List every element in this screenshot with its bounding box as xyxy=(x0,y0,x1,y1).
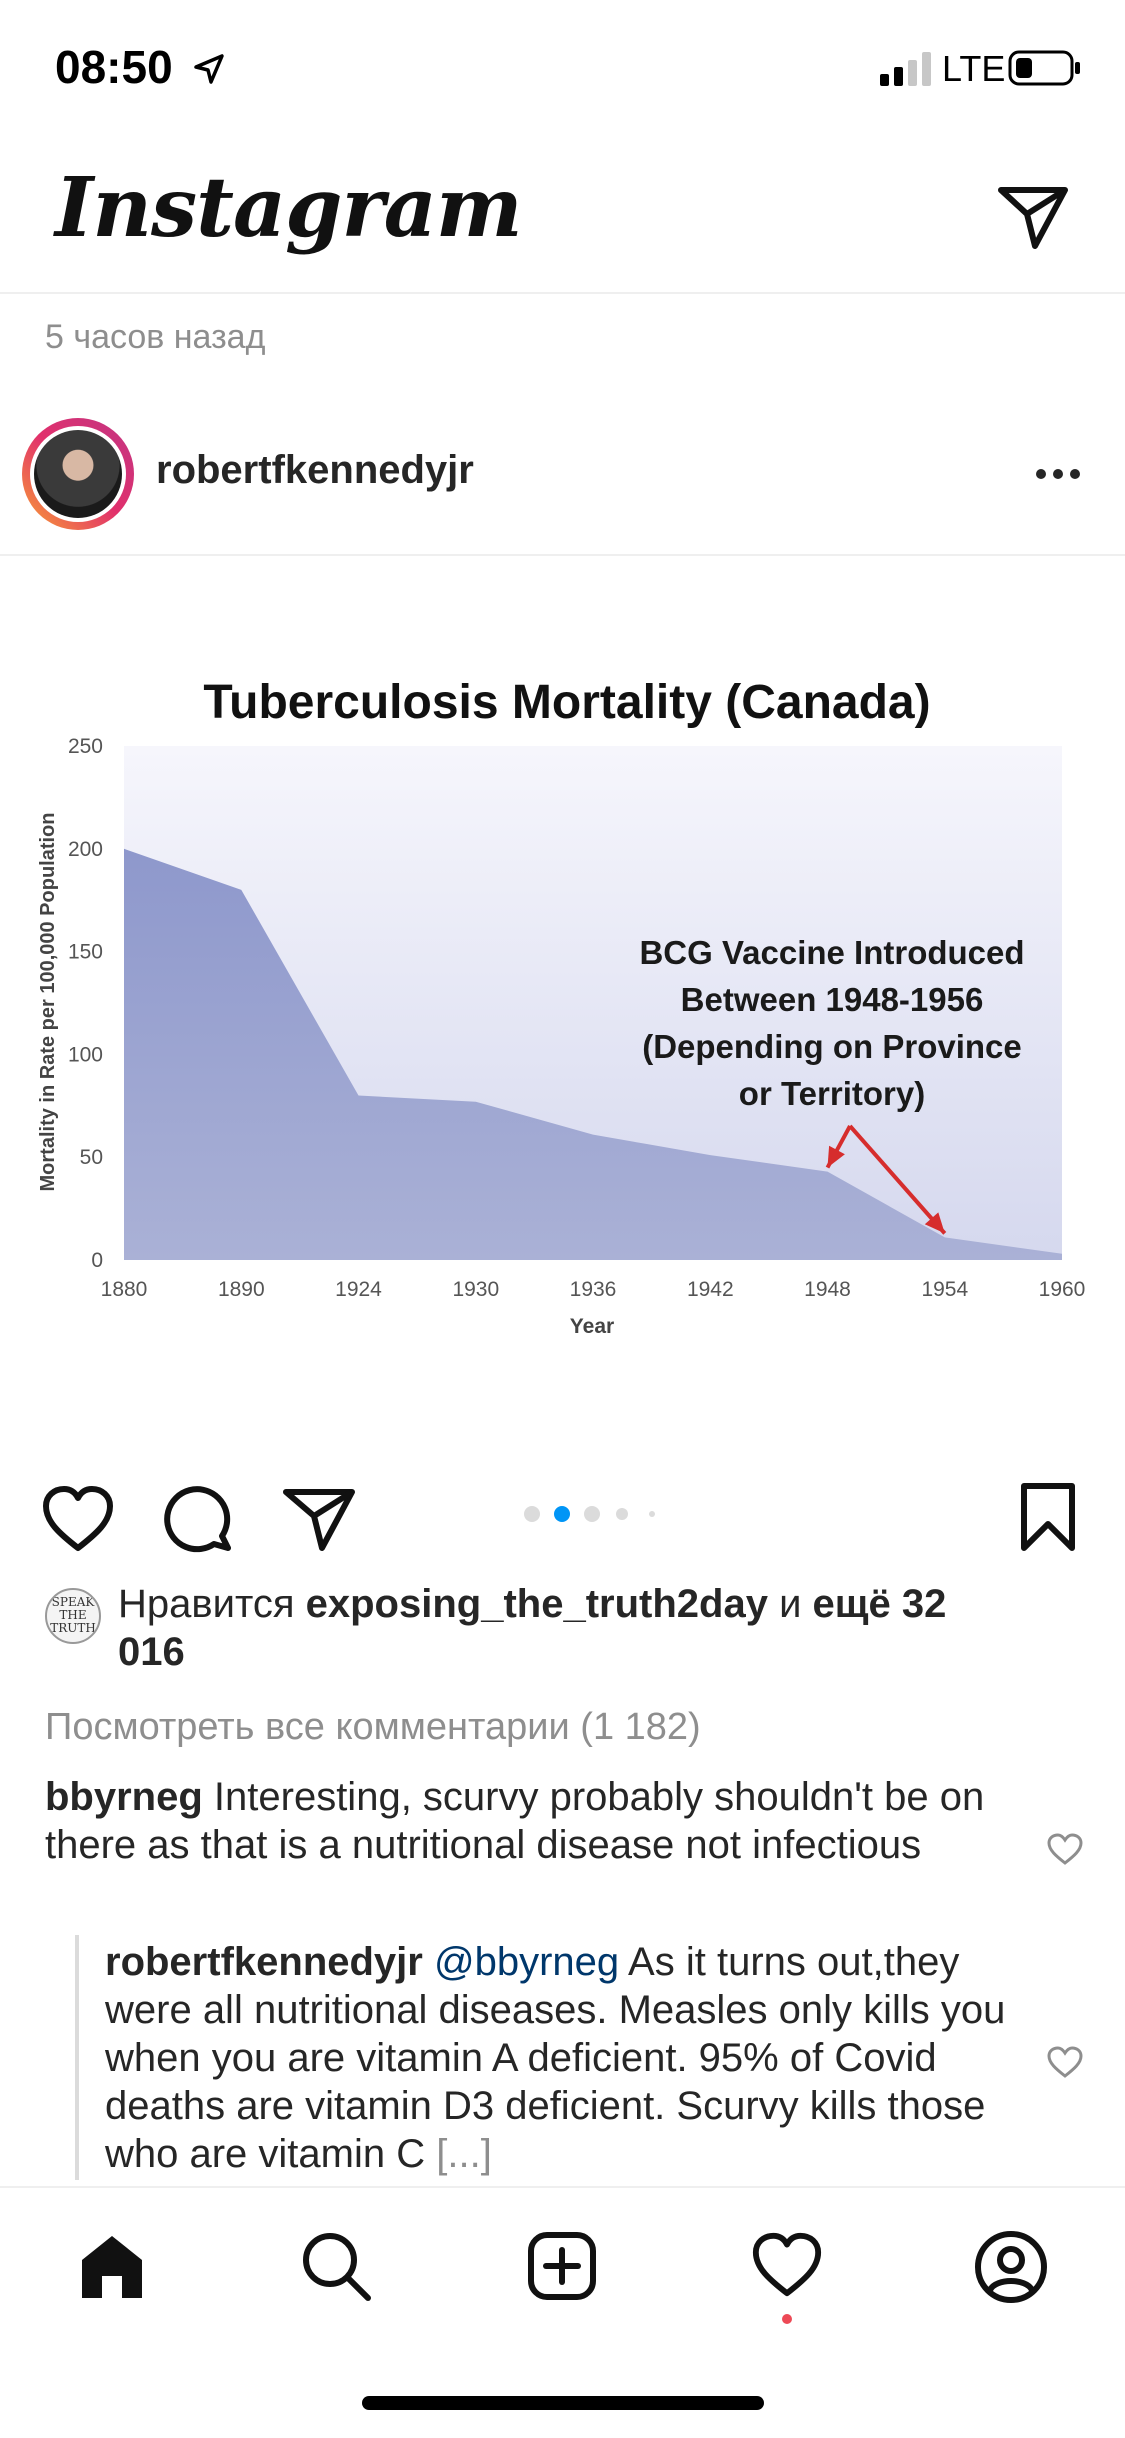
activity-heart-icon[interactable] xyxy=(750,2230,824,2300)
create-post-icon[interactable] xyxy=(526,2230,598,2302)
y-axis-label: Mortality in Rate per 100,000 Population xyxy=(37,813,59,1192)
like-heart-icon[interactable] xyxy=(40,1484,116,1554)
y-tick-label: 200 xyxy=(68,838,103,861)
view-all-comments-link[interactable]: Посмотреть все комментарии (1 182) xyxy=(45,1706,701,1748)
more-options-icon[interactable] xyxy=(1035,468,1081,480)
search-icon[interactable] xyxy=(300,2230,372,2302)
liked-by-username[interactable]: exposing_the_truth2day xyxy=(305,1582,768,1626)
reply-like-icon[interactable] xyxy=(1046,2045,1084,2079)
comment-text: Interesting, scurvy probably shouldn't b… xyxy=(45,1775,985,1867)
comment: bbyrneg Interesting, scurvy probably sho… xyxy=(45,1773,1005,1869)
comment-username[interactable]: bbyrneg xyxy=(45,1775,203,1819)
mortality-area xyxy=(124,848,1062,1260)
y-tick-label: 50 xyxy=(80,1146,103,1169)
annotation-line: (Depending on Province xyxy=(642,1028,1022,1065)
story-ring[interactable] xyxy=(22,418,134,530)
y-tick-label: 100 xyxy=(68,1043,103,1066)
avatar xyxy=(30,426,126,522)
post-actions xyxy=(0,1460,1125,1560)
home-icon[interactable] xyxy=(76,2230,148,2302)
likes-row: SPEAK THE TRUTH Нравится exposing_the_tr… xyxy=(0,1580,1125,1680)
comment-bubble-icon[interactable] xyxy=(162,1482,234,1554)
x-tick-label: 1942 xyxy=(687,1278,734,1301)
y-tick-label: 150 xyxy=(68,941,103,964)
avatar-photo xyxy=(34,430,122,518)
likes-connector: и xyxy=(767,1582,813,1626)
carousel-dot xyxy=(616,1508,628,1520)
app-header: Instagram xyxy=(0,140,1125,294)
x-tick-label: 1930 xyxy=(452,1278,499,1301)
reply-text: As it turns out,they were all nutritiona… xyxy=(105,1940,1006,2176)
location-arrow-icon xyxy=(194,54,224,84)
x-tick-label: 1936 xyxy=(570,1278,617,1301)
comment-reply: robertfkennedyjr @bbyrneg As it turns ou… xyxy=(105,1938,1025,2178)
liker-avatar[interactable]: SPEAK THE TRUTH xyxy=(45,1588,101,1644)
reply-more-link[interactable]: [...] xyxy=(436,2132,492,2176)
annotation-arrowhead xyxy=(924,1212,945,1234)
y-tick-label: 0 xyxy=(91,1249,103,1272)
network-type: LTE xyxy=(942,48,1006,89)
status-time: 08:50 xyxy=(55,41,173,93)
tb-mortality-chart: Tuberculosis Mortality (Canada) Mortalit… xyxy=(37,676,1086,1338)
carousel-dot-active xyxy=(554,1506,570,1522)
post-username[interactable]: robertfkennedyjr xyxy=(156,448,474,492)
annotation-arrowhead xyxy=(827,1145,845,1168)
annotation-arrow xyxy=(848,1124,947,1235)
post-image[interactable]: Tuberculosis Mortality (Canada) Mortalit… xyxy=(0,556,1125,1436)
carousel-dot xyxy=(524,1506,540,1522)
activity-notification-dot xyxy=(782,2314,792,2324)
x-axis-label: Year xyxy=(570,1315,614,1338)
status-bar: 08:50 LTE xyxy=(0,0,1125,140)
app-logo[interactable]: Instagram xyxy=(55,160,523,256)
annotation-line: BCG Vaccine Introduced xyxy=(639,934,1024,971)
home-indicator xyxy=(362,2396,764,2410)
reply-username[interactable]: robertfkennedyjr xyxy=(105,1940,423,1984)
post-header: robertfkennedyjr xyxy=(0,400,1125,556)
carousel-dot xyxy=(584,1506,600,1522)
previous-post-timestamp: 5 часов назад xyxy=(45,318,266,356)
likes-text[interactable]: Нравится exposing_the_truth2day и ещё 32… xyxy=(118,1580,1018,1676)
x-tick-label: 1948 xyxy=(804,1278,851,1301)
x-tick-label: 1960 xyxy=(1039,1278,1086,1301)
direct-message-icon[interactable] xyxy=(995,178,1071,254)
x-tick-label: 1924 xyxy=(335,1278,382,1301)
battery-icon xyxy=(1008,50,1080,86)
carousel-dot xyxy=(649,1511,655,1517)
likes-prefix: Нравится xyxy=(118,1582,306,1626)
cellular-signal-icon xyxy=(880,52,931,86)
chart-title: Tuberculosis Mortality (Canada) xyxy=(203,676,930,729)
reply-mention[interactable]: @bbyrneg xyxy=(433,1940,620,1984)
x-tick-label: 1880 xyxy=(101,1278,148,1301)
x-tick-label: 1890 xyxy=(218,1278,265,1301)
profile-icon[interactable] xyxy=(974,2230,1048,2304)
annotation-line: Between 1948-1956 xyxy=(681,981,984,1018)
carousel-dots xyxy=(524,1506,655,1522)
comment-like-icon[interactable] xyxy=(1046,1832,1084,1866)
share-send-icon[interactable] xyxy=(282,1484,356,1554)
y-tick-label: 250 xyxy=(68,735,103,758)
likes-count[interactable]: ещё 32 016 xyxy=(118,1582,947,1674)
x-tick-label: 1954 xyxy=(921,1278,968,1301)
liker-avatar-text: SPEAK THE TRUTH xyxy=(50,1595,96,1635)
reply-thread-line xyxy=(75,1935,79,2180)
save-bookmark-icon[interactable] xyxy=(1018,1482,1078,1554)
annotation-line: or Territory) xyxy=(739,1075,925,1112)
